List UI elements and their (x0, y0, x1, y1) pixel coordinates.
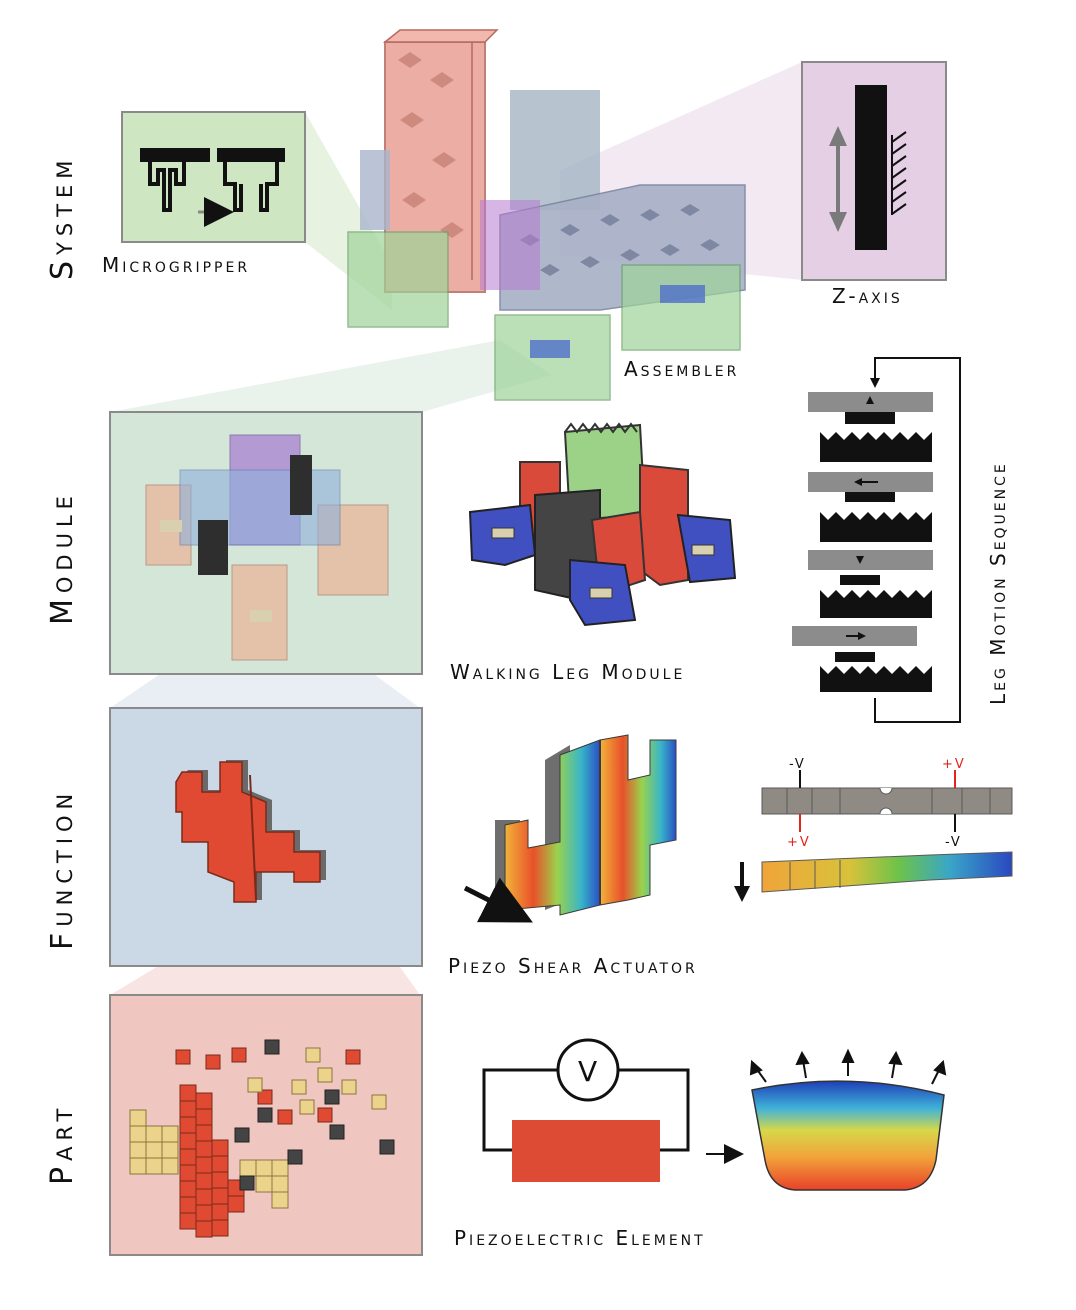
function-panel (109, 707, 423, 967)
part-panel (109, 994, 423, 1256)
beam-deformation-illustration (734, 770, 1013, 902)
module-zoom-wedge (110, 340, 552, 412)
piezo-shear-actuator-caption: Piezo Shear Actuator (448, 954, 698, 978)
voltage-bottom-left: +V (787, 835, 811, 850)
walking-leg-module-caption: Walking Leg Module (450, 660, 685, 684)
assembler-illustration (347, 29, 746, 401)
walking-leg-module-illustration (468, 422, 737, 627)
zaxis-panel (801, 61, 947, 281)
leg-motion-sequence (792, 357, 961, 723)
voltage-bottom-right: -V (945, 835, 962, 850)
row-label-module: Module (45, 490, 80, 625)
piezo-circuit-illustration (482, 1038, 744, 1182)
piezo-shear-actuator-illustration (463, 734, 677, 923)
voltmeter-icon (556, 1038, 620, 1102)
microgripper-panel (121, 111, 306, 243)
row-label-part: Part (45, 1103, 80, 1185)
zaxis-caption: Z-axis (832, 284, 903, 308)
piezo-deformation-illustration (749, 1048, 947, 1191)
row-label-function: Function (45, 788, 80, 950)
voltage-top-left: -V (789, 757, 806, 772)
voltage-top-right: +V (942, 757, 966, 772)
voltmeter-label: V (578, 1055, 597, 1088)
microgripper-caption: Microgripper (102, 253, 250, 277)
row-label-system: System (45, 155, 80, 280)
assembler-caption: Assembler (624, 357, 739, 381)
piezoelectric-element-caption: Piezoelectric Element (454, 1226, 706, 1250)
module-panel (109, 411, 423, 675)
leg-motion-sequence-caption: Leg Motion Sequence (986, 461, 1010, 705)
